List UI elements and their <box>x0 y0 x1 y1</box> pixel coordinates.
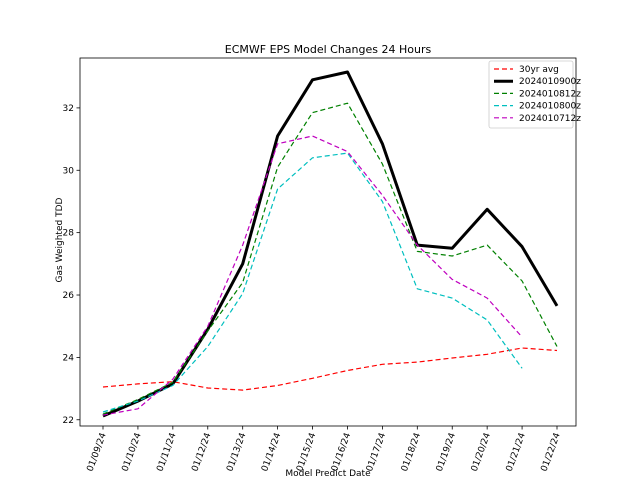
legend-entry-2: 2024010812z <box>519 89 581 99</box>
legend-entry-1: 2024010900z <box>519 77 581 87</box>
y-tick-label-5: 32 <box>63 104 74 114</box>
plot-frame <box>79 57 577 427</box>
x-tick-label-6: 01/15/24 <box>295 431 318 473</box>
y-axis-label: Gas Weighted TDD <box>55 198 65 283</box>
x-tick-label-8: 01/17/24 <box>365 431 388 473</box>
series-line-4 <box>102 135 523 416</box>
x-tick-label-4: 01/13/24 <box>225 431 248 473</box>
x-tick-label-11: 01/20/24 <box>470 431 493 473</box>
x-tick-label-3: 01/12/24 <box>190 431 213 473</box>
legend-box <box>488 60 574 129</box>
y-tick-label-3: 28 <box>63 229 75 239</box>
x-tick-label-13: 01/22/24 <box>540 431 563 473</box>
y-tick-label-0: 22 <box>63 416 74 426</box>
chart-title: ECMWF EPS Model Changes 24 Hours <box>225 43 432 56</box>
x-tick-label-12: 01/21/24 <box>505 431 528 473</box>
series-line-3 <box>102 152 523 413</box>
x-tick-label-7: 01/16/24 <box>330 431 353 473</box>
y-tick-label-1: 24 <box>63 353 75 363</box>
legend-entry-3: 2024010800z <box>519 102 581 112</box>
series-line-0 <box>102 347 558 391</box>
legend: 30yr avg 2024010900z 2024010812z 2024010800… <box>488 60 581 129</box>
axes: 22 24 26 28 30 32 01/09/24 01/10/24 01/11/24 01/1… <box>63 104 563 473</box>
x-tick-label-0: 01/09/24 <box>86 431 109 473</box>
y-tick-label-4: 30 <box>63 166 75 176</box>
series-line-2 <box>102 102 558 415</box>
x-axis-label: Model Predict Date <box>285 469 371 479</box>
legend-entry-0: 30yr avg <box>519 65 559 75</box>
series-line-1 <box>102 70 559 418</box>
x-tick-label-9: 01/18/24 <box>400 431 423 473</box>
legend-entry-4: 2024010712z <box>519 114 581 124</box>
x-tick-label-2: 01/11/24 <box>155 431 178 473</box>
plot-area <box>102 70 559 418</box>
x-tick-label-5: 01/14/24 <box>260 431 283 473</box>
y-tick-label-2: 26 <box>63 291 75 301</box>
x-tick-label-10: 01/19/24 <box>435 431 458 473</box>
x-tick-label-1: 01/10/24 <box>121 431 144 473</box>
